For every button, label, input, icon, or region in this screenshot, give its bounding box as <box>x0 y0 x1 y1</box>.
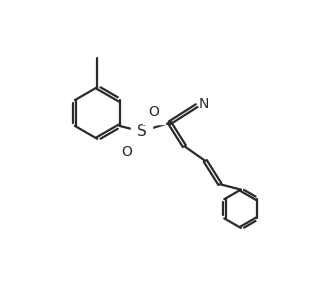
Text: N: N <box>199 97 209 111</box>
Text: O: O <box>122 145 133 159</box>
Text: S: S <box>137 124 146 139</box>
Text: O: O <box>149 105 160 119</box>
